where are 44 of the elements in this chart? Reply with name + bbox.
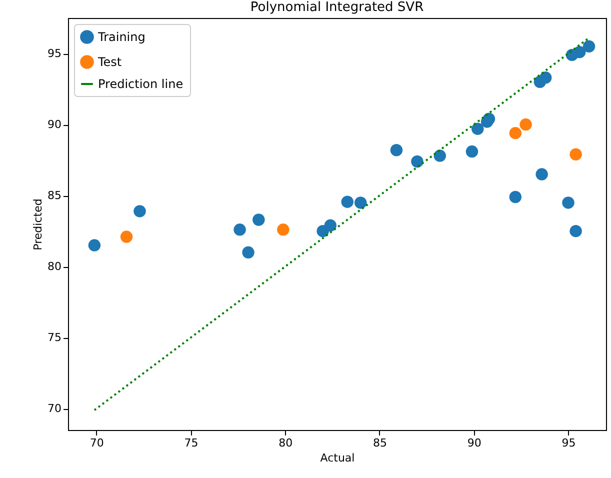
point <box>509 126 522 140</box>
point <box>277 224 290 236</box>
point <box>134 205 146 218</box>
x-tick-label: 85 <box>372 436 387 450</box>
point <box>324 219 337 232</box>
point <box>88 239 101 252</box>
point <box>341 196 354 208</box>
point <box>520 118 532 131</box>
y-tick-label: 80 <box>48 260 62 274</box>
x-tick-label: 90 <box>467 436 482 450</box>
y-tick-label: 85 <box>48 189 62 202</box>
point <box>562 196 574 209</box>
point <box>466 145 478 158</box>
point <box>120 230 133 243</box>
legend-label: Prediction line <box>98 77 184 91</box>
x-axis-title: Actual <box>320 452 355 464</box>
point <box>570 148 582 160</box>
point <box>434 150 446 162</box>
point <box>570 224 582 238</box>
y-tick-label: 95 <box>48 47 62 60</box>
point <box>472 122 484 135</box>
point <box>539 72 552 84</box>
x-tick-label: 95 <box>562 436 576 450</box>
point <box>509 190 522 204</box>
y-tick-label: 70 <box>48 402 62 416</box>
y-tick-label: 90 <box>48 118 62 132</box>
y-tick-label: 75 <box>48 331 62 344</box>
legend-label: Training <box>97 30 146 44</box>
point <box>390 144 403 156</box>
point <box>354 196 367 209</box>
x-tick-label: 70 <box>90 436 104 450</box>
point <box>582 40 596 53</box>
point <box>573 46 586 58</box>
point <box>411 155 424 168</box>
point <box>482 112 496 125</box>
x-tick-label: 75 <box>184 436 198 450</box>
legend-label: Test <box>97 55 122 69</box>
point <box>252 214 265 226</box>
chart-title: Polynomial Integrated SVR <box>250 0 424 15</box>
point <box>242 246 254 259</box>
point <box>234 224 246 236</box>
x-tick-label: 80 <box>278 436 293 450</box>
y-axis-title: Predicted <box>32 198 45 250</box>
point <box>536 168 548 180</box>
